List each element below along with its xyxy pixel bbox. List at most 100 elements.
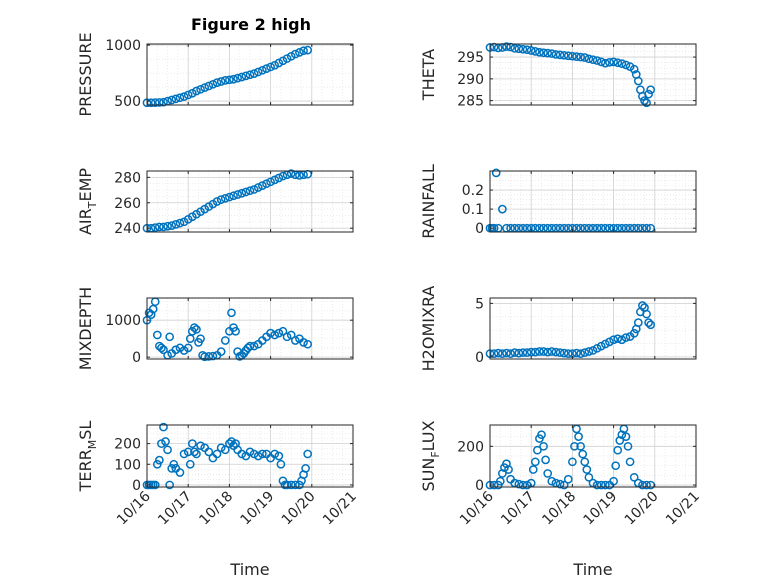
y-tick-label: 0: [132, 478, 141, 494]
data-point: [601, 480, 610, 490]
data-point: [576, 349, 585, 358]
data-point: [541, 455, 550, 465]
data-point: [584, 347, 594, 356]
data-point: [555, 479, 565, 489]
data-point: [526, 347, 536, 357]
data-point: [514, 44, 524, 54]
data-point: [580, 348, 590, 357]
data-point: [258, 449, 267, 459]
data-point: [175, 218, 185, 228]
data-point: [150, 98, 160, 107]
data-point: [192, 449, 201, 459]
data-point: [535, 347, 544, 356]
data-point: [200, 83, 210, 93]
data-point: [301, 464, 310, 473]
data-point: [629, 64, 639, 74]
data-point: [266, 328, 275, 338]
data-point: [299, 46, 308, 56]
subplot-terr-msl: 0 100 200 TERRMSL 10/16 10/17 10/18 10/19 10/20 1…: [76, 421, 360, 579]
y-tick-label: 1000: [105, 38, 141, 54]
data-point: [220, 76, 230, 85]
data-point: [227, 308, 236, 318]
data-point: [192, 86, 201, 96]
data-point: [642, 98, 651, 108]
data-point: [522, 45, 532, 55]
data-point: [237, 188, 247, 198]
data-point: [644, 89, 653, 99]
data-point: [489, 42, 499, 52]
data-point: [506, 349, 515, 358]
data-point: [231, 326, 240, 336]
data-point: [249, 185, 259, 194]
data-point: [187, 439, 197, 448]
y-axis-label: PRESSURE: [76, 32, 95, 116]
data-point: [286, 169, 296, 178]
data-point: [576, 52, 585, 62]
data-point: [159, 97, 168, 107]
subplot-mixdepth: 0 1000 MIXDEPTH: [76, 287, 354, 370]
data-point: [266, 62, 275, 72]
data-point: [225, 75, 234, 85]
data-point: [249, 449, 259, 459]
y-tick-label: 0: [132, 350, 141, 366]
data-point: [642, 480, 651, 490]
data-point: [270, 449, 280, 459]
data-point: [165, 480, 175, 490]
data-point: [295, 48, 304, 57]
data-point: [278, 171, 288, 181]
data-point: [152, 459, 162, 469]
x-tick-label: 10/21: [320, 489, 360, 529]
data-point: [295, 480, 304, 490]
data-point: [229, 74, 238, 84]
axes-box: [489, 297, 697, 360]
data-point: [582, 465, 592, 474]
data-point: [528, 465, 538, 474]
data-point: [274, 173, 284, 183]
x-tick-label: 10/17: [498, 489, 538, 529]
subplot-air-temp: 240 260 280 AIRTEMP: [76, 168, 354, 237]
data-point: [572, 348, 581, 358]
data-point: [578, 449, 588, 459]
data-point: [537, 430, 546, 440]
data-point: [580, 457, 590, 467]
data-point: [498, 349, 507, 358]
data-point: [489, 349, 499, 358]
data-point: [163, 221, 172, 231]
data-point: [155, 455, 164, 465]
data-point: [533, 445, 542, 455]
data-point: [559, 480, 569, 490]
data-point: [258, 65, 267, 75]
data-point: [150, 223, 160, 232]
data-point: [179, 92, 189, 101]
figure-title: Figure 2 high: [191, 15, 311, 34]
data-point: [547, 49, 557, 58]
data-point: [204, 447, 214, 457]
data-point: [493, 348, 503, 358]
data-point: [190, 447, 199, 457]
data-point: [613, 445, 623, 455]
data-point: [266, 177, 275, 187]
data-point: [601, 339, 610, 349]
data-point: [233, 73, 242, 83]
data-point: [253, 451, 263, 461]
data-point: [286, 330, 296, 340]
data-point: [613, 58, 623, 68]
data-point: [196, 441, 205, 451]
data-point: [290, 480, 300, 490]
x-tick-label: 10/20: [279, 489, 319, 529]
data-point: [241, 187, 251, 197]
data-point: [245, 186, 255, 196]
data-point: [518, 348, 528, 357]
y-tick-label: 0.1: [462, 202, 484, 218]
data-point: [245, 70, 255, 80]
data-point: [547, 347, 557, 356]
data-point: [262, 64, 271, 73]
data-point: [646, 85, 656, 95]
data-point: [596, 341, 606, 351]
data-point: [225, 192, 234, 202]
data-point: [611, 461, 621, 471]
data-point: [592, 56, 602, 65]
data-point: [563, 474, 573, 484]
data-point: [623, 441, 633, 451]
data-point: [208, 79, 218, 89]
